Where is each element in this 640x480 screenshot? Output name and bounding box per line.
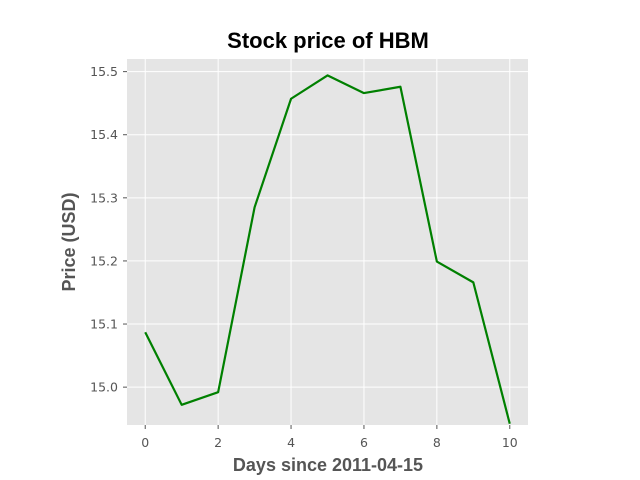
y-tick-label: 15.3 — [90, 190, 118, 205]
x-tick-label: 4 — [287, 435, 295, 450]
y-tick-label: 15.5 — [90, 64, 118, 79]
x-tick-label: 0 — [141, 435, 149, 450]
x-axis-label: Days since 2011-04-15 — [233, 455, 423, 475]
x-tick-label: 2 — [214, 435, 222, 450]
plot-area — [127, 59, 528, 425]
y-tick-label: 15.1 — [90, 317, 118, 332]
y-axis-label: Price (USD) — [59, 192, 79, 291]
x-tick-label: 6 — [360, 435, 368, 450]
x-tick-label: 10 — [502, 435, 518, 450]
y-tick-label: 15.2 — [90, 253, 118, 268]
grid — [127, 59, 528, 425]
ticks: 0 2 4 6 8 10 15.0 15.1 15.2 15.3 15.4 15.5 — [90, 64, 518, 450]
y-tick-label: 15.4 — [90, 127, 118, 142]
chart-title: Stock price of HBM — [227, 28, 429, 53]
x-tick-label: 8 — [433, 435, 441, 450]
series-line — [144, 74, 511, 425]
y-tick-label: 15.0 — [90, 380, 118, 395]
